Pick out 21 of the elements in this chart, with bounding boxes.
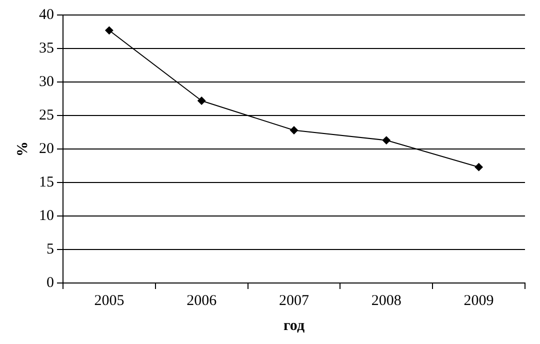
y-tick-label: 35 [39, 40, 54, 56]
y-tick-label: 5 [46, 241, 54, 258]
x-tick-label: 2009 [464, 292, 494, 309]
y-axis-title: % [14, 142, 31, 156]
y-tick-label: 15 [39, 174, 54, 190]
point [290, 126, 298, 134]
point [474, 163, 483, 172]
x-axis-title: год [283, 318, 305, 334]
y-tick-label: 40 [39, 6, 54, 23]
point [105, 26, 114, 34]
point [198, 96, 206, 105]
y-tick-label: 20 [39, 140, 54, 157]
x-tick-label: 2005 [94, 292, 124, 309]
y-tick-label: 30 [39, 74, 54, 90]
x-tick-label: 2007 [279, 292, 310, 309]
y-tick-label: 10 [39, 208, 54, 224]
x-tick-label: 2008 [371, 292, 402, 309]
x-tick-label: 2006 [186, 292, 218, 309]
y-tick-label: 0 [46, 274, 54, 291]
point [382, 136, 390, 144]
y-tick-label: 25 [39, 107, 54, 124]
